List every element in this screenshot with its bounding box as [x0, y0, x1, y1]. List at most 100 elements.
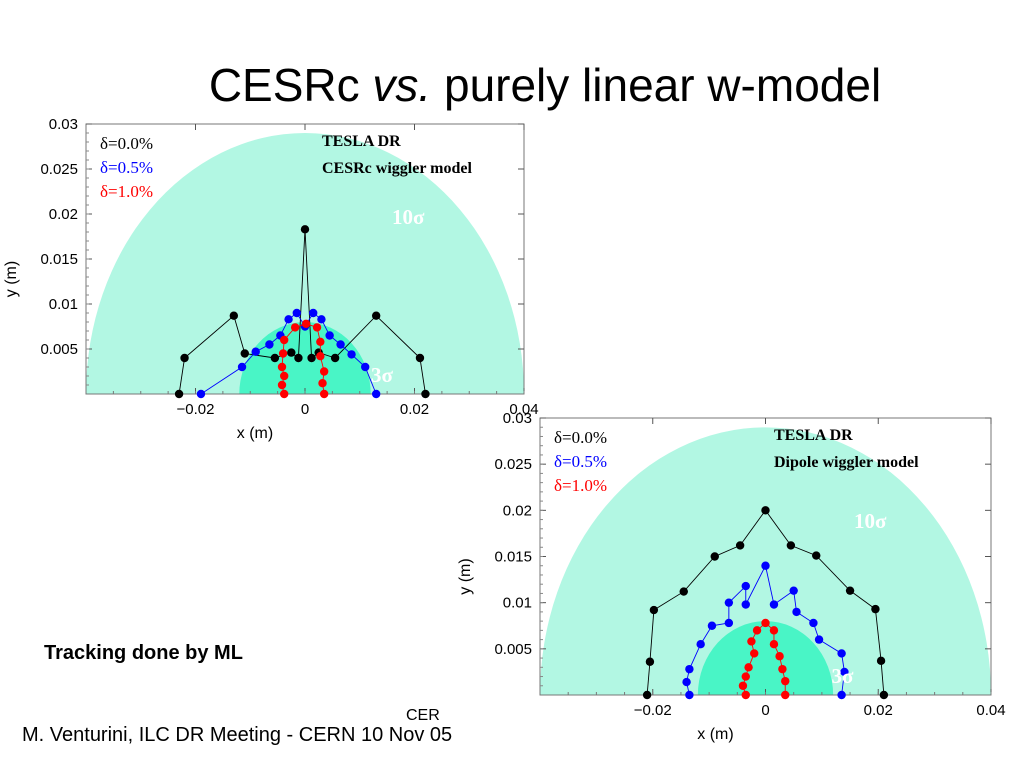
series-2-point: [741, 690, 750, 700]
series-1-point: [317, 315, 326, 324]
series-1-point: [761, 561, 770, 570]
x-tick-label: 0: [301, 401, 309, 418]
region-10sigma: [86, 133, 524, 394]
series-2-point: [279, 335, 289, 345]
region-3sigma: [697, 621, 834, 695]
series-1-point: [792, 607, 801, 617]
series-0-point: [876, 656, 886, 666]
y-tick-label: 0.015: [494, 549, 532, 566]
series-1-point: [696, 640, 705, 649]
chart-svg: −0.02 0 0.02 0.04 0.005 0.01 0.015 0.02 0.025 0.0…: [3, 116, 539, 442]
series-0-point: [229, 311, 239, 320]
slide-title: CESRc vs. purely linear w-model: [0, 58, 1024, 112]
y-tick-label: 0.005: [40, 341, 78, 358]
series-2-point: [279, 389, 289, 399]
series-0-point: [645, 657, 655, 666]
series-0-point: [371, 311, 381, 320]
x-axis-label: x (m): [237, 425, 273, 442]
region-label-10sigma: 10σ: [854, 509, 887, 533]
y-tick-label: 0.025: [494, 456, 532, 473]
series-1-point: [769, 600, 779, 609]
series-1-point: [837, 690, 846, 700]
chart-cesrc: −0.02 0 0.02 0.04 0.005 0.01 0.015 0.02 0.025 0.0…: [0, 115, 560, 450]
series-0-point: [761, 506, 770, 515]
series-1-point: [371, 389, 381, 399]
series-0-point: [300, 225, 310, 234]
series-0-point: [330, 353, 340, 363]
series-0-point: [415, 353, 425, 363]
series-1-point: [336, 340, 345, 349]
series-1-point: [347, 350, 356, 359]
y-tick-label: 0.03: [49, 116, 78, 133]
series-0-point: [270, 353, 280, 363]
series-0-point: [287, 348, 296, 357]
y-tick-label: 0.02: [49, 206, 78, 223]
tracking-note: Tracking done by ML: [44, 642, 243, 664]
series-2-point: [747, 637, 756, 646]
series-0-point: [710, 552, 719, 561]
series-1-point: [309, 308, 318, 318]
series-2-point: [278, 349, 288, 358]
series-1-point: [361, 362, 370, 372]
series-1-point: [685, 664, 694, 674]
series-2-point: [277, 380, 287, 390]
x-tick-label: 0.02: [400, 401, 429, 418]
region-label-3sigma: 3σ: [371, 363, 394, 387]
series-2-point: [301, 319, 311, 328]
series-0-point: [642, 690, 652, 700]
series-2-point: [316, 337, 325, 346]
series-0-point: [845, 586, 855, 595]
title-vs: vs.: [372, 59, 432, 111]
series-0-point: [174, 389, 184, 399]
y-axis-label: y (m): [457, 558, 474, 594]
series-1-point: [265, 340, 274, 349]
series-0-point: [180, 353, 189, 363]
title-post: purely linear w-model: [431, 59, 882, 111]
y-tick-label: 0.005: [494, 641, 532, 658]
series-1-point: [724, 598, 734, 607]
y-tick-label: 0.01: [503, 595, 532, 612]
y-tick-label: 0.01: [49, 296, 78, 313]
chart-svg: −0.02 0 0.02 0.04 0.005 0.01 0.015 0.02 0.025 0.0…: [457, 410, 1006, 743]
y-axis-label: y (m): [3, 261, 20, 297]
series-2-point: [312, 323, 322, 332]
legend-entry: δ=0.5%: [100, 158, 153, 177]
series-2-point: [769, 626, 779, 635]
y-tick-label: 0.025: [40, 161, 78, 178]
series-2-point: [781, 676, 790, 686]
series-line-1: [686, 564, 845, 696]
series-2-point: [744, 663, 753, 672]
series-2-point: [290, 323, 300, 332]
legend-entry: δ=1.0%: [554, 476, 607, 495]
series-0-point: [307, 353, 316, 363]
series-1-point: [741, 581, 750, 591]
series-1-point: [237, 362, 247, 372]
series-2-point: [318, 379, 327, 388]
series-1-point: [741, 600, 750, 609]
slide-footer: M. Venturini, ILC DR Meeting - CERN 10 N…: [22, 724, 453, 746]
x-tick-label: 0.04: [509, 401, 538, 418]
series-0-point: [421, 389, 430, 399]
legend-entry: δ=0.0%: [100, 134, 153, 153]
x-tick-label: 0: [761, 702, 769, 719]
series-1-point: [809, 618, 818, 628]
title-pre: CESRc: [208, 59, 373, 111]
series-0-point: [735, 541, 745, 550]
series-1-point: [837, 649, 846, 658]
series-1-point: [251, 347, 260, 356]
series-2-point: [741, 672, 750, 681]
model-note: CESRc wiggler model: [322, 160, 472, 177]
series-0-point: [649, 605, 659, 615]
series-2-point: [277, 362, 287, 372]
series-2-point: [781, 690, 790, 700]
model-note: TESLA DR: [322, 133, 401, 150]
legend-entry: δ=0.0%: [554, 428, 607, 447]
y-tick-label: 0.03: [503, 410, 532, 427]
series-1-point: [284, 315, 293, 324]
series-1-point: [724, 618, 734, 628]
x-tick-label: 0.04: [976, 702, 1005, 719]
series-2-point: [738, 681, 748, 690]
series-1-point: [196, 389, 206, 399]
series-1-point: [789, 586, 798, 595]
series-2-point: [761, 618, 770, 628]
